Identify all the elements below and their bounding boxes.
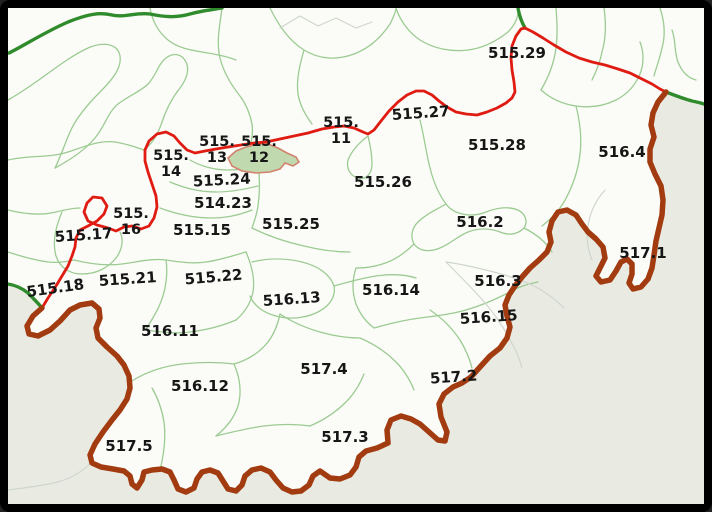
river-lines: [6, 6, 706, 310]
region-label-516.4: 516.4: [598, 143, 645, 161]
region-label-516.3: 516.3: [474, 272, 521, 290]
region-label-515.24: 515.24: [192, 170, 251, 191]
district-border-line: [24, 89, 669, 495]
region-label-517.4: 517.4: [300, 360, 347, 378]
region-label-516.15: 516.15: [459, 306, 518, 328]
region-label-515.21: 515.21: [98, 268, 157, 290]
river-line-top-right: [664, 90, 706, 106]
region-label-516.12: 516.12: [171, 377, 229, 395]
region-label-515.29: 515.29: [488, 44, 546, 62]
region-label-517.1: 517.1: [619, 244, 666, 262]
region-label-515.26: 515.26: [354, 173, 412, 191]
region-label-515.22: 515.22: [184, 266, 243, 289]
river-line-top-center: [516, 6, 527, 30]
faint-boundaries: [7, 15, 606, 491]
region-label-517.3: 517.3: [321, 428, 368, 446]
region-label-514.23: 514.23: [194, 194, 252, 212]
highlighted-parcel: [227, 143, 301, 174]
outside-area: [8, 92, 704, 504]
region-label-515.27: 515.27: [391, 102, 450, 124]
region-label-515.28: 515.28: [468, 136, 526, 154]
region-label-515.12: 515. 12: [241, 134, 277, 166]
region-label-517.5: 517.5: [105, 437, 152, 455]
region-label-515.17: 515.17: [54, 224, 113, 246]
region-label-515.16: 515. 16: [113, 206, 149, 238]
river-line-left: [6, 282, 44, 310]
region-label-516.14: 516.14: [362, 281, 420, 299]
region-label-515.11: 515. 11: [323, 115, 359, 147]
region-boundaries: [7, 7, 697, 471]
region-label-515.15: 515.15: [173, 221, 231, 239]
region-label-516.2: 516.2: [456, 213, 503, 231]
region-label-515.14: 515. 14: [153, 148, 189, 180]
red-boundary-line: [40, 26, 668, 310]
river-line-northwest: [7, 6, 224, 55]
region-label-516.11: 516.11: [141, 322, 199, 340]
region-label-515.13: 515. 13: [199, 134, 235, 166]
region-label-516.13: 516.13: [262, 288, 321, 310]
region-label-515.25: 515.25: [262, 215, 320, 233]
region-labels: 515.29 515.27 515.28 516.4 515.26 516.2 517.1 5…: [25, 44, 666, 455]
region-label-517.2: 517.2: [429, 366, 478, 387]
